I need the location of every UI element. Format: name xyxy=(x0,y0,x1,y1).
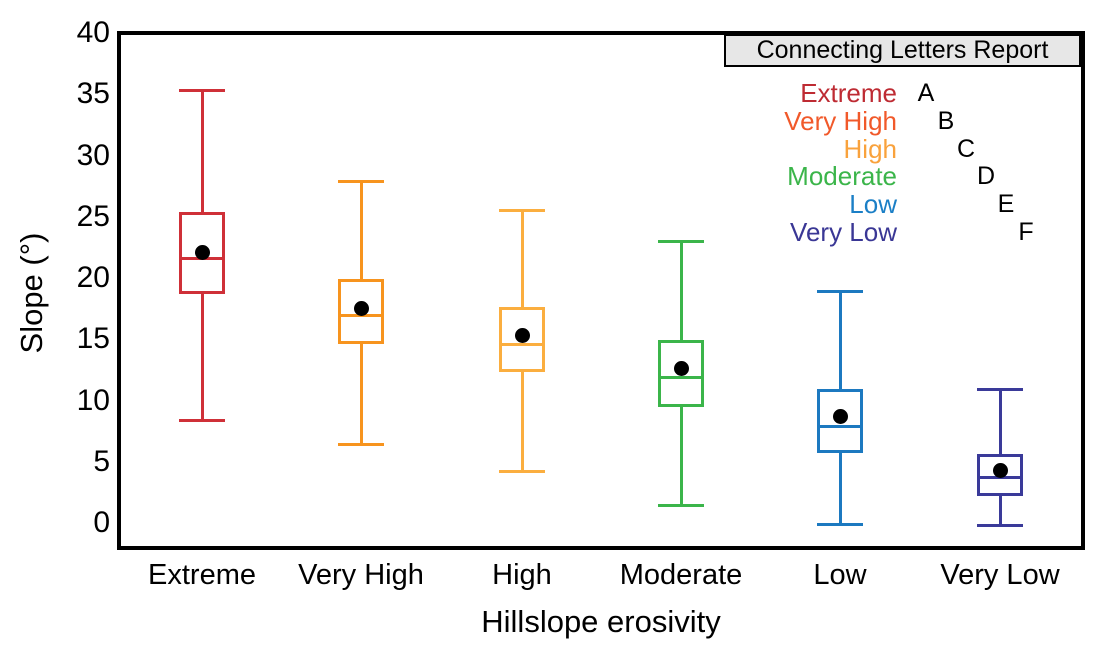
whisker-upper-high xyxy=(520,210,524,308)
y-tick-label-10: 10 xyxy=(76,383,110,417)
legend-label-high: High xyxy=(843,133,897,164)
whisker-cap-bottom-low xyxy=(817,522,863,526)
legend-label-low: Low xyxy=(849,189,897,220)
iqr-box-high xyxy=(499,307,545,373)
whisker-cap-bottom-moderate xyxy=(658,504,704,508)
whisker-upper-extreme xyxy=(200,90,204,212)
whisker-upper-moderate xyxy=(679,241,683,341)
whisker-lower-high xyxy=(520,372,524,472)
mean-marker-low xyxy=(832,408,848,424)
whisker-cap-top-very-low xyxy=(977,387,1023,391)
whisker-upper-very-high xyxy=(359,181,363,280)
whisker-cap-top-extreme xyxy=(179,89,225,93)
legend-title: Connecting Letters Report xyxy=(724,34,1081,67)
median-line-low xyxy=(817,424,863,428)
whisker-cap-bottom-very-low xyxy=(977,523,1023,527)
legend-label-very-high: Very High xyxy=(784,105,897,136)
x-category-label-extreme: Extreme xyxy=(148,559,256,591)
whisker-cap-bottom-extreme xyxy=(179,418,225,422)
whisker-upper-low xyxy=(838,291,842,390)
legend-letter-d: D xyxy=(976,162,996,191)
y-tick-label-30: 30 xyxy=(76,138,110,172)
y-tick-label-5: 5 xyxy=(93,444,110,478)
whisker-cap-top-moderate xyxy=(658,239,704,243)
y-tick-label-15: 15 xyxy=(76,322,110,356)
x-category-label-very-low: Very Low xyxy=(940,559,1060,591)
legend-label-extreme: Extreme xyxy=(800,78,897,108)
whisker-cap-bottom-very-high xyxy=(338,443,384,447)
y-tick-label-25: 25 xyxy=(76,199,110,233)
whisker-lower-very-high xyxy=(359,344,363,445)
x-category-label-low: Low xyxy=(813,559,867,591)
y-tick-label-0: 0 xyxy=(93,506,110,539)
whisker-lower-moderate xyxy=(679,406,683,506)
legend-label-very-low: Very Low xyxy=(790,217,897,247)
x-category-label-very-high: Very High xyxy=(298,559,424,591)
whisker-lower-extreme xyxy=(200,293,204,421)
whisker-cap-top-high xyxy=(499,209,545,213)
whisker-cap-bottom-high xyxy=(499,470,545,474)
legend-letter-c: C xyxy=(956,134,976,163)
whisker-lower-low xyxy=(838,453,842,525)
legend-letter-a: A xyxy=(917,79,935,107)
median-line-high xyxy=(499,342,545,346)
y-tick-label-20: 20 xyxy=(76,261,110,294)
median-line-moderate xyxy=(658,375,704,379)
y-tick-label-40: 40 xyxy=(76,16,110,49)
mean-marker-very-high xyxy=(353,301,369,317)
legend-letter-e: E xyxy=(997,190,1015,219)
x-axis-title: Hillslope erosivity xyxy=(481,604,721,639)
mean-marker-moderate xyxy=(673,361,689,377)
mean-marker-extreme xyxy=(194,244,210,260)
whisker-cap-top-low xyxy=(817,289,863,293)
plot-frame xyxy=(117,31,1085,550)
y-axis-title: Slope (°) xyxy=(14,232,49,354)
whisker-cap-top-very-high xyxy=(338,179,384,183)
legend-letter-f: F xyxy=(1018,218,1034,246)
legend-letter-b: B xyxy=(937,106,955,135)
mean-marker-high xyxy=(514,328,530,344)
x-category-label-high: High xyxy=(492,559,552,591)
mean-marker-very-low xyxy=(992,462,1008,478)
legend-label-moderate: Moderate xyxy=(787,161,897,192)
x-category-label-moderate: Moderate xyxy=(619,559,743,591)
whisker-upper-very-low xyxy=(998,389,1002,455)
whisker-lower-very-low xyxy=(998,496,1002,526)
y-tick-label-35: 35 xyxy=(76,77,110,111)
